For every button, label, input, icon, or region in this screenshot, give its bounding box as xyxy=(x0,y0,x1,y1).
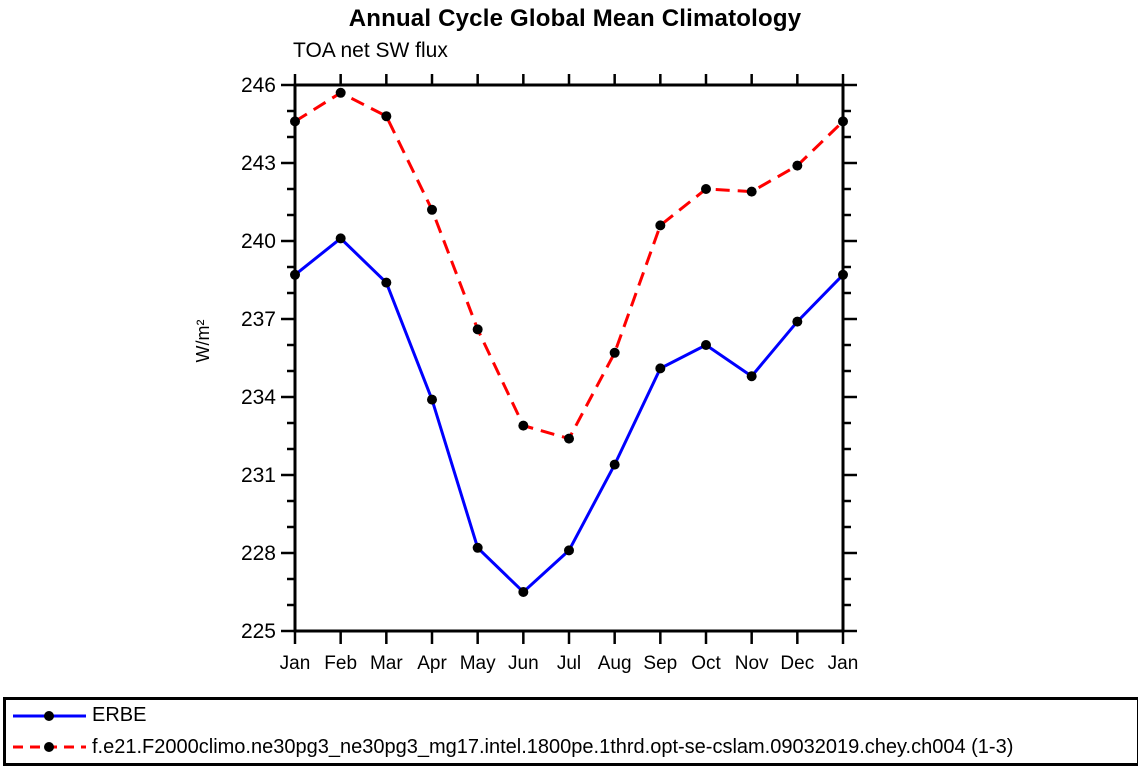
y-tick-label: 246 xyxy=(241,74,276,97)
data-point-marker xyxy=(427,204,437,215)
chart-title: Annual Cycle Global Mean Climatology xyxy=(348,5,802,32)
data-point-marker xyxy=(290,269,300,280)
series-line-1 xyxy=(294,91,845,441)
x-tick-label: Jan xyxy=(280,653,311,674)
plot-area: 225 228 231 234 237 240 243 246 Jan Feb Mar Apr May J… xyxy=(241,74,859,674)
data-point-marker xyxy=(518,587,529,597)
legend-marker xyxy=(44,710,54,721)
chart-subtitle: TOA net SW flux xyxy=(293,39,448,62)
legend-swatch-erbe xyxy=(13,710,86,721)
series-line-0 xyxy=(294,236,845,595)
data-point-marker xyxy=(335,87,346,98)
legend-marker xyxy=(44,742,54,753)
data-point-marker xyxy=(609,459,620,470)
y-tick-label: 243 xyxy=(241,152,276,175)
data-point-marker xyxy=(655,220,666,231)
x-tick-label: Oct xyxy=(691,653,721,674)
data-point-marker xyxy=(792,316,803,327)
legend-label-model: f.e21.F2000climo.ne30pg3_ne30pg3_mg17.in… xyxy=(92,735,1014,758)
data-point-marker xyxy=(381,111,392,122)
x-tick-label: Nov xyxy=(735,653,769,674)
data-point-marker xyxy=(701,184,711,194)
legend-item-model: f.e21.F2000climo.ne30pg3_ne30pg3_mg17.in… xyxy=(11,732,1137,762)
data-point-marker xyxy=(792,160,803,171)
x-tick-label: Aug xyxy=(598,653,632,674)
data-point-marker xyxy=(427,394,437,405)
x-tick-label: Jan xyxy=(828,653,859,674)
y-tick-label: 234 xyxy=(241,386,276,409)
data-point-marker xyxy=(290,116,300,127)
x-tick-label: Apr xyxy=(417,653,447,674)
legend-item-erbe: ERBE xyxy=(11,701,1137,731)
legend-swatch-model xyxy=(13,742,86,753)
data-point-marker xyxy=(838,116,848,127)
x-tick-label: Jun xyxy=(508,653,539,674)
data-point-marker xyxy=(746,186,757,197)
data-point-marker xyxy=(564,433,574,444)
y-tick-label: 231 xyxy=(241,464,276,487)
legend-box: ERBE f.e21.F2000climo.ne30pg3_ne30pg3_mg… xyxy=(3,697,1138,766)
legend-label-erbe: ERBE xyxy=(92,704,147,727)
data-point-marker xyxy=(472,542,483,553)
plot-frame xyxy=(293,83,845,633)
data-point-marker xyxy=(655,363,666,374)
y-tick-label: 237 xyxy=(241,308,276,331)
data-point-marker xyxy=(701,340,711,350)
x-tick-label: Dec xyxy=(780,653,814,674)
data-point-marker xyxy=(335,233,346,244)
x-tick-label: Feb xyxy=(324,653,357,674)
x-tick-label: May xyxy=(460,653,496,674)
data-point-marker xyxy=(609,347,620,358)
x-tick-label: Sep xyxy=(643,653,677,674)
data-point-marker xyxy=(381,277,392,288)
data-point-marker xyxy=(564,545,574,556)
data-point-marker xyxy=(518,420,529,431)
y-tick-label: 240 xyxy=(241,230,276,253)
y-tick-label: 228 xyxy=(241,542,276,565)
data-point-marker xyxy=(472,324,483,335)
y-tick-label: 225 xyxy=(241,620,276,643)
data-point-marker xyxy=(746,371,757,382)
data-point-marker xyxy=(838,269,848,280)
x-tick-label: Jul xyxy=(557,653,581,674)
x-tick-label: Mar xyxy=(370,653,403,674)
